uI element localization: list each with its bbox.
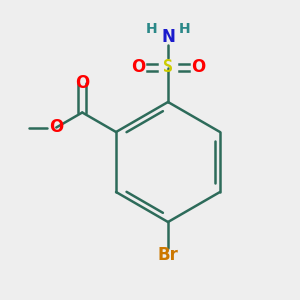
Text: S: S bbox=[163, 58, 173, 76]
Text: H: H bbox=[179, 22, 190, 36]
Text: O: O bbox=[75, 74, 89, 92]
Text: Br: Br bbox=[158, 246, 178, 264]
Text: O: O bbox=[49, 118, 63, 136]
Text: O: O bbox=[131, 58, 145, 76]
Text: H: H bbox=[146, 22, 157, 36]
Text: N: N bbox=[161, 28, 175, 46]
Text: O: O bbox=[191, 58, 205, 76]
